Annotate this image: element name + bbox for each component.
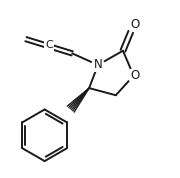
Text: O: O [131, 18, 140, 32]
Text: C: C [45, 40, 53, 50]
Text: O: O [131, 69, 140, 82]
Text: N: N [94, 58, 102, 72]
